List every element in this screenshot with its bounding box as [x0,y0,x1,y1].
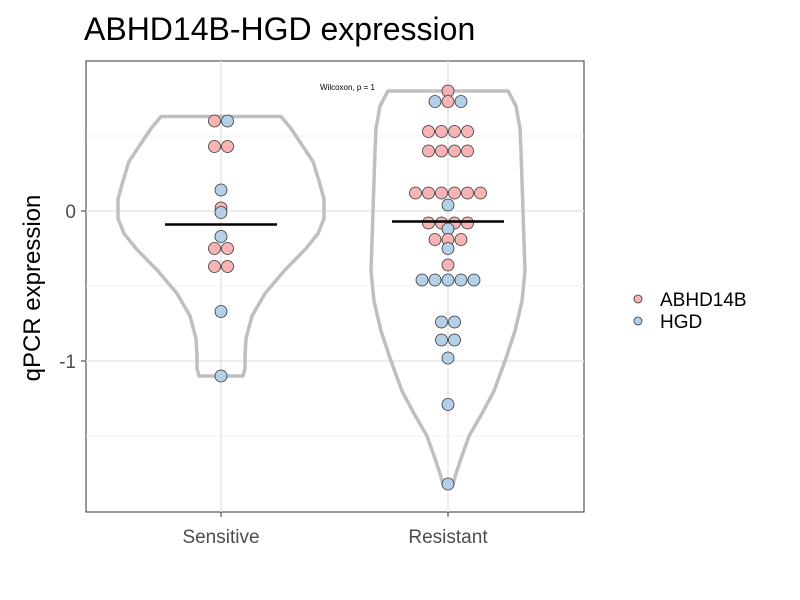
data-points [208,84,487,491]
data-point-hgd [454,95,468,108]
data-point-hgd [214,230,228,243]
violin-sensitive [116,114,326,378]
data-point-hgd [214,305,228,318]
y-tick-label: 0 [65,202,76,223]
data-point-abhd14b [208,140,221,153]
y-axis: 0 -1 [59,202,86,373]
data-point-abhd14b [461,186,474,200]
legend-key-hgd [633,316,643,326]
data-point-abhd14b [454,233,468,246]
data-point-abhd14b [208,242,221,255]
data-point-hgd [448,315,461,329]
data-point-hgd [441,242,455,255]
data-point-hgd [441,477,455,491]
chart-title: ABHD14B-HGD expression [84,11,475,47]
data-point-hgd [428,95,442,108]
data-point-hgd [441,351,455,365]
data-point-abhd14b [461,216,474,230]
data-point-abhd14b [435,125,448,138]
data-point-abhd14b [474,186,487,200]
data-point-hgd [454,273,468,287]
data-point-hgd [441,398,455,411]
data-point-abhd14b [422,216,435,230]
wilcoxon-annotation: Wilcoxon, p = 1 [320,83,375,92]
data-point-abhd14b [461,125,474,138]
data-point-hgd [441,198,455,212]
legend-key-abhd14b [633,294,643,304]
data-point-abhd14b [221,242,234,255]
data-point-hgd [448,333,461,347]
y-tick-label: -1 [59,352,76,373]
data-point-abhd14b [435,144,448,158]
data-point-abhd14b [208,260,221,273]
x-tick-label: Resistant [408,527,488,548]
data-point-abhd14b [461,144,474,158]
data-point-hgd [435,333,448,347]
data-point-hgd [435,315,448,329]
data-point-abhd14b [221,140,234,153]
data-point-abhd14b [448,125,461,138]
data-point-abhd14b [448,186,461,200]
data-point-abhd14b [422,125,435,138]
data-point-hgd [214,369,228,383]
data-point-abhd14b [435,186,448,200]
data-point-abhd14b [208,114,221,128]
data-point-abhd14b [221,260,234,273]
x-tick-label: Sensitive [182,527,259,548]
median-lines [165,220,504,226]
data-point-hgd [221,114,234,128]
data-point-abhd14b [409,186,422,200]
data-point-abhd14b [441,258,455,272]
data-point-hgd [428,273,442,287]
data-point-hgd [467,273,481,287]
data-point-abhd14b [428,233,442,246]
data-point-hgd [415,273,429,287]
x-axis: Sensitive Resistant [182,512,488,548]
data-point-hgd [214,183,228,197]
y-axis-title: qPCR expression [19,195,46,382]
legend-label-hgd: HGD [660,312,702,333]
legend-label-abhd14b: ABHD14B [660,290,747,311]
data-point-abhd14b [422,186,435,200]
data-point-abhd14b [441,95,455,108]
data-point-hgd [441,273,455,287]
data-point-abhd14b [422,144,435,158]
data-point-abhd14b [448,144,461,158]
data-point-hgd [214,206,228,219]
